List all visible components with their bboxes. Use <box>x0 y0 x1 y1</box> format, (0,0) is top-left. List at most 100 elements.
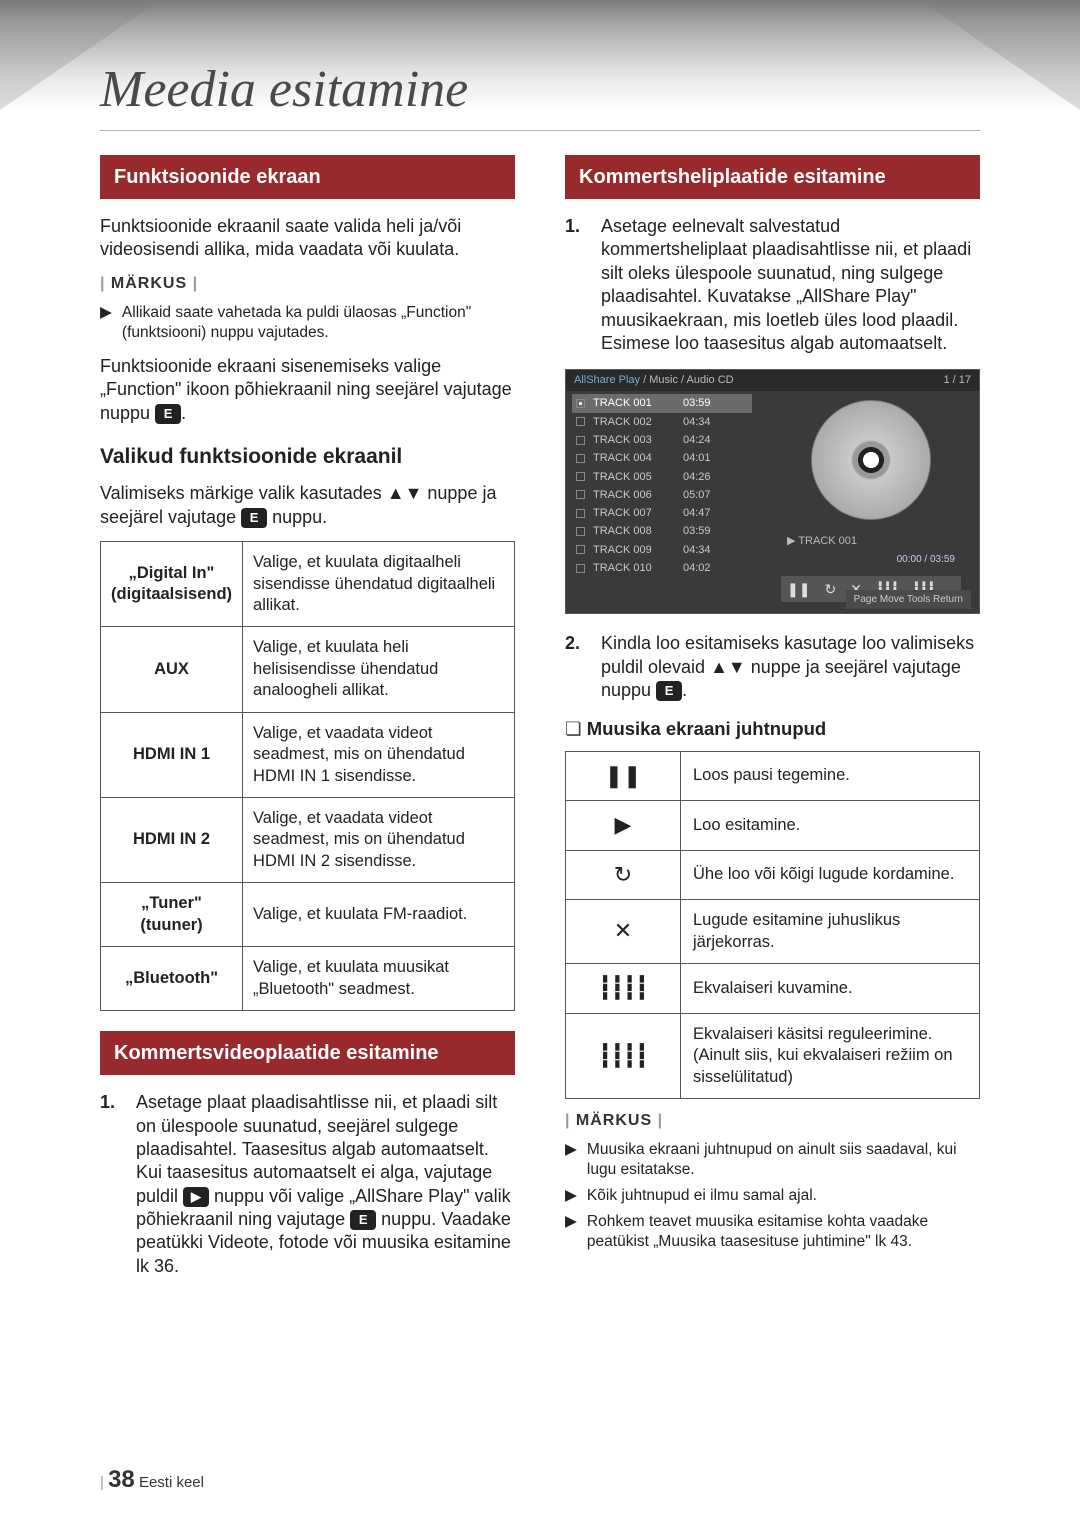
subheading: Valikud funktsioonide ekraanil <box>100 443 515 470</box>
triangle-icon: ▶ <box>100 303 112 343</box>
controls-table: ❚❚Loos pausi tegemine.▶Loo esitamine.↻Üh… <box>565 751 980 1100</box>
repeat-icon: ↻ <box>566 850 681 900</box>
note-text: Rohkem teavet muusika esitamise kohta va… <box>587 1212 980 1252</box>
table-row: HDMI IN 1Valige, et vaadata videot seadm… <box>101 712 515 797</box>
track-name: TRACK 006 <box>593 488 675 502</box>
track-name: TRACK 002 <box>593 415 675 429</box>
step-item: Asetage plaat plaadisahtlisse nii, et pl… <box>100 1091 515 1278</box>
track-row: TRACK 006 05:07 <box>572 486 752 504</box>
track-time: 04:34 <box>683 543 711 557</box>
page-footer: 38 Eesti keel <box>100 1466 204 1494</box>
section-heading: Funktsioonide ekraan <box>100 155 515 199</box>
text-segment: nuppu. <box>267 507 327 527</box>
note-text: Kõik juhtnupud ei ilmu samal ajal. <box>587 1186 817 1206</box>
section-heading: Kommertsvideoplaatide esitamine <box>100 1031 515 1075</box>
row-label: „Bluetooth" <box>101 947 243 1011</box>
player-breadcrumb: AllShare Play / Music / Audio CD 1 / 17 <box>566 370 979 390</box>
page-title: Meedia esitamine <box>100 60 468 119</box>
steps-list: Asetage plaat plaadisahtlisse nii, et pl… <box>100 1091 515 1278</box>
body-text: Valimiseks märkige valik kasutades ▲▼ nu… <box>100 482 515 529</box>
row-desc: Ekvalaiseri käsitsi reguleerimine. (Ainu… <box>681 1013 980 1098</box>
track-name: TRACK 001 <box>593 396 675 410</box>
steps-list: Kindla loo esitamiseks kasutage loo vali… <box>565 632 980 702</box>
enter-button-icon: E <box>656 681 682 701</box>
track-name: TRACK 004 <box>593 451 675 465</box>
breadcrumb-current: Audio CD <box>687 374 734 386</box>
row-desc: Valige, et vaadata videot seadmest, mis … <box>243 712 515 797</box>
play-icon: ▶ <box>566 801 681 851</box>
table-row: „Digital In"(digitaalsisend)Valige, et k… <box>101 542 515 627</box>
note-bullet: ▶Kõik juhtnupud ei ilmu samal ajal. <box>565 1186 980 1206</box>
row-desc: Valige, et vaadata videot seadmest, mis … <box>243 798 515 883</box>
note-text: Muusika ekraani juhtnupud on ainult siis… <box>587 1140 980 1180</box>
table-row: ┇┇┇┇Ekvalaiseri käsitsi reguleerimine. (… <box>566 1013 980 1098</box>
step-text: Asetage plaat plaadisahtlisse nii, et pl… <box>136 1091 515 1278</box>
track-time: 03:59 <box>683 396 711 410</box>
track-row: TRACK 01004:02 <box>572 559 752 577</box>
time-indicator: 00:00 / 03:59 <box>781 549 961 568</box>
track-time: 05:07 <box>683 488 711 502</box>
track-name: TRACK 008 <box>593 524 675 538</box>
eq-icon: ┇┇┇┇ <box>566 964 681 1014</box>
page-language: Eesti keel <box>139 1474 204 1491</box>
table-row: AUXValige, et kuulata heli helisisendiss… <box>101 627 515 712</box>
track-name: TRACK 005 <box>593 470 675 484</box>
table-row: „Bluetooth"Valige, et kuulata muusikat „… <box>101 947 515 1011</box>
track-checkbox-icon <box>576 454 585 463</box>
now-playing: ▶ TRACK 001 <box>781 534 961 548</box>
breadcrumb-app: AllShare Play <box>574 374 640 386</box>
row-desc: Valige, et kuulata FM-raadiot. <box>243 883 515 947</box>
track-checkbox-icon <box>576 436 585 445</box>
row-desc: Lugude esitamine juhuslikus järjekorras. <box>681 900 980 964</box>
step-text: Asetage eelnevalt salvestatud kommertshe… <box>601 215 980 355</box>
track-row: TRACK 00704:47 <box>572 504 752 522</box>
note-bullet: ▶Muusika ekraani juhtnupud on ainult sii… <box>565 1140 980 1180</box>
body-text: Funktsioonide ekraanil saate valida heli… <box>100 215 515 262</box>
breadcrumb-sep: / Music / <box>640 374 686 386</box>
table-row: ┇┇┇┇Ekvalaiseri kuvamine. <box>566 964 980 1014</box>
track-checkbox-icon <box>576 399 585 408</box>
note-bullet: ▶Rohkem teavet muusika esitamise kohta v… <box>565 1212 980 1252</box>
step-item: Kindla loo esitamiseks kasutage loo vali… <box>565 632 980 702</box>
pause-icon: ❚❚ <box>787 580 810 598</box>
row-desc: Loo esitamine. <box>681 801 980 851</box>
step-text: Kindla loo esitamiseks kasutage loo vali… <box>601 632 980 702</box>
enter-button-icon: E <box>155 404 181 424</box>
header-diag-right <box>920 0 1080 110</box>
track-time: 03:59 <box>683 524 711 538</box>
row-desc: Ekvalaiseri kuvamine. <box>681 964 980 1014</box>
note-bullet: ▶ Allikaid saate vahetada ka puldi ülaos… <box>100 303 515 343</box>
disc-panel: ▶ TRACK 001 00:00 / 03:59 ❚❚ ↻ ✕ ┇┇┇ ┇┇┇ <box>781 400 961 601</box>
body-text: Funktsioonide ekraani sisenemiseks valig… <box>100 355 515 425</box>
table-row: „Tuner"(tuuner)Valige, et kuulata FM-raa… <box>101 883 515 947</box>
section-heading: Kommertsheliplaatide esitamine <box>565 155 980 199</box>
steps-list: Asetage eelnevalt salvestatud kommertshe… <box>565 215 980 355</box>
note-label: MÄRKUS <box>565 1111 980 1132</box>
track-checkbox-icon <box>576 417 585 426</box>
right-column: Kommertsheliplaatide esitamine Asetage e… <box>565 155 980 1290</box>
row-desc: Valige, et kuulata muusikat „Bluetooth" … <box>243 947 515 1011</box>
track-checkbox-icon <box>576 564 585 573</box>
track-name: TRACK 010 <box>593 561 675 575</box>
note-text: Allikaid saate vahetada ka puldi ülaosas… <box>122 303 515 343</box>
track-checkbox-icon <box>576 545 585 554</box>
notes-list: ▶Muusika ekraani juhtnupud on ainult sii… <box>565 1140 980 1253</box>
track-time: 04:34 <box>683 415 711 429</box>
pause-icon: ❚❚ <box>566 751 681 801</box>
row-label: „Digital In"(digitaalsisend) <box>101 542 243 627</box>
track-checkbox-icon <box>576 490 585 499</box>
text-segment: . <box>682 680 687 700</box>
track-row: TRACK 008 03:59 <box>572 522 752 540</box>
track-row: TRACK 00904:34 <box>572 541 752 559</box>
shuffle-icon: ✕ <box>566 900 681 964</box>
table-row: ↻Ühe loo või kõigi lugude kordamine. <box>566 850 980 900</box>
table-row: HDMI IN 2Valige, et vaadata videot seadm… <box>101 798 515 883</box>
triangle-icon: ▶ <box>565 1140 577 1180</box>
track-time: 04:01 <box>683 451 711 465</box>
enter-button-icon: E <box>350 1210 376 1230</box>
note-label: MÄRKUS <box>100 274 515 295</box>
row-label: HDMI IN 1 <box>101 712 243 797</box>
row-label: HDMI IN 2 <box>101 798 243 883</box>
track-row: TRACK 00304:24 <box>572 431 752 449</box>
track-list: TRACK 001 03:59 TRACK 002 04:34 TRACK 00304:… <box>572 394 752 577</box>
